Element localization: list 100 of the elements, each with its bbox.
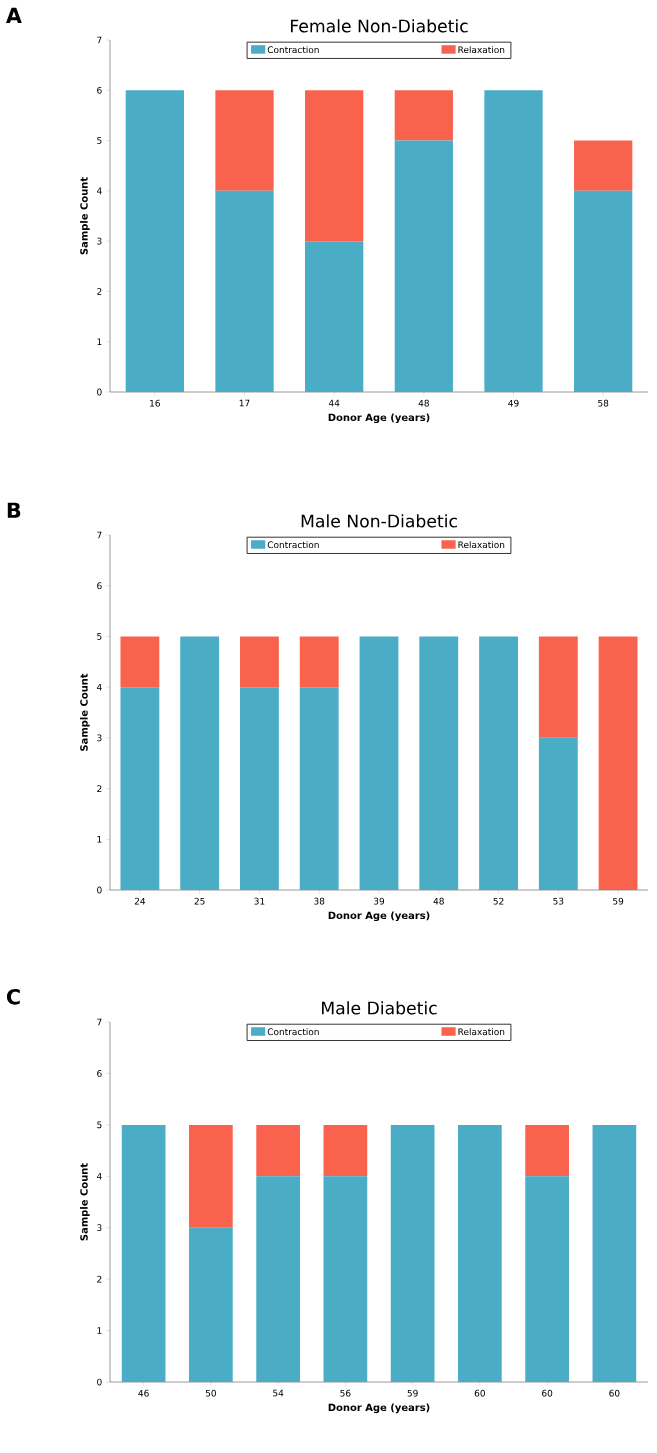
legend-label: Contraction	[267, 1028, 319, 1036]
x-axis-title: Donor Age (years)	[328, 413, 430, 424]
y-axis-title: Sample Count	[80, 1163, 90, 1241]
bar	[574, 190, 633, 392]
x-axis-title: Donor Age (years)	[328, 1403, 430, 1414]
y-tick-label: 7	[97, 1018, 102, 1026]
y-tick-label: 4	[96, 187, 102, 195]
y-tick-label: 2	[97, 785, 102, 792]
bar	[598, 636, 638, 891]
bar	[120, 636, 160, 688]
x-tick-label: 31	[254, 897, 265, 905]
y-tick-label: 7	[97, 36, 102, 44]
y-tick-label: 2	[97, 288, 102, 295]
bar	[240, 636, 279, 688]
chart-title: Male Diabetic	[322, 1001, 437, 1015]
bar	[394, 90, 453, 141]
legend-label: Contraction	[267, 541, 319, 549]
x-tick-label: 60	[542, 1389, 553, 1397]
x-tick-label: 58	[598, 399, 609, 407]
y-tick-label: 1	[97, 338, 102, 345]
bar	[120, 687, 160, 891]
bar	[305, 90, 364, 242]
bar	[419, 636, 459, 891]
bar	[538, 636, 578, 738]
x-tick-label: 54	[273, 1389, 284, 1397]
legend-label: Contraction	[267, 46, 319, 54]
bar	[359, 636, 399, 891]
bar	[484, 90, 543, 392]
y-tick-label: 0	[97, 388, 102, 396]
bar	[323, 1176, 368, 1383]
bar	[305, 241, 364, 392]
chart-title: Female Non-Diabetic	[291, 19, 468, 33]
bar	[592, 1124, 637, 1383]
x-tick-label: 38	[314, 897, 325, 905]
bar	[189, 1124, 233, 1228]
legend-label: Relaxation	[458, 46, 505, 54]
bar	[180, 636, 220, 891]
y-tick-label: 3	[97, 1224, 102, 1232]
x-tick-label: 49	[508, 399, 519, 407]
x-tick-label: 60	[609, 1389, 620, 1397]
bar	[121, 1124, 166, 1383]
x-tick-label: 48	[418, 399, 429, 407]
x-tick-label: 53	[553, 897, 564, 905]
legend-label: Relaxation	[458, 1028, 505, 1036]
y-tick-label: 3	[97, 734, 102, 742]
bar	[390, 1124, 435, 1383]
bar	[323, 1124, 368, 1177]
x-tick-label: 50	[205, 1389, 216, 1397]
y-tick-label: 6	[97, 86, 102, 94]
bar	[525, 1124, 569, 1177]
x-tick-label: 17	[239, 399, 250, 407]
bar	[479, 636, 518, 891]
x-tick-label: 25	[194, 897, 205, 905]
x-tick-label: 44	[328, 399, 340, 407]
x-tick-label: 48	[433, 897, 444, 905]
y-tick-label: 0	[97, 886, 102, 894]
bar	[574, 140, 633, 191]
bar	[299, 687, 339, 891]
y-tick-label: 4	[96, 683, 102, 691]
x-tick-label: 52	[493, 897, 504, 905]
bar	[256, 1176, 300, 1383]
y-axis-title: Sample Count	[80, 673, 90, 751]
x-tick-label: 16	[150, 399, 160, 407]
bar	[299, 636, 339, 688]
y-tick-label: 5	[97, 1121, 102, 1129]
bar	[525, 1176, 569, 1383]
bar	[215, 90, 274, 191]
bar	[240, 687, 279, 891]
y-tick-label: 3	[97, 237, 102, 245]
x-axis-title: Donor Age (years)	[328, 911, 430, 922]
y-tick-label: 2	[97, 1275, 102, 1283]
bar	[256, 1124, 300, 1177]
x-tick-label: 59	[407, 1389, 418, 1397]
bar	[394, 140, 453, 392]
bar	[458, 1124, 502, 1383]
x-tick-label: 59	[613, 897, 624, 905]
bar	[215, 190, 274, 392]
y-tick-label: 6	[97, 582, 102, 590]
y-axis-title: Sample Count	[80, 177, 90, 255]
y-tick-label: 4	[96, 1173, 102, 1180]
y-tick-label: 0	[97, 1378, 102, 1386]
y-tick-label: 6	[97, 1070, 102, 1077]
bar	[538, 737, 578, 891]
x-tick-label: 46	[138, 1389, 149, 1397]
y-tick-label: 7	[97, 531, 102, 539]
y-tick-label: 1	[97, 836, 102, 843]
x-tick-label: 60	[474, 1389, 485, 1397]
y-tick-label: 5	[97, 137, 102, 144]
x-tick-label: 39	[373, 897, 385, 905]
bar	[189, 1227, 233, 1383]
x-tick-label: 56	[340, 1389, 351, 1397]
text: B	[7, 502, 21, 518]
chart-title: Male Non-Diabetic	[301, 514, 457, 528]
y-tick-label: 5	[97, 633, 102, 640]
x-tick-label: 24	[134, 897, 146, 905]
text: C	[6, 989, 20, 1005]
legend-label: Relaxation	[458, 541, 505, 549]
bar	[125, 90, 184, 392]
text: A	[6, 7, 22, 23]
y-tick-label: 1	[97, 1327, 102, 1334]
